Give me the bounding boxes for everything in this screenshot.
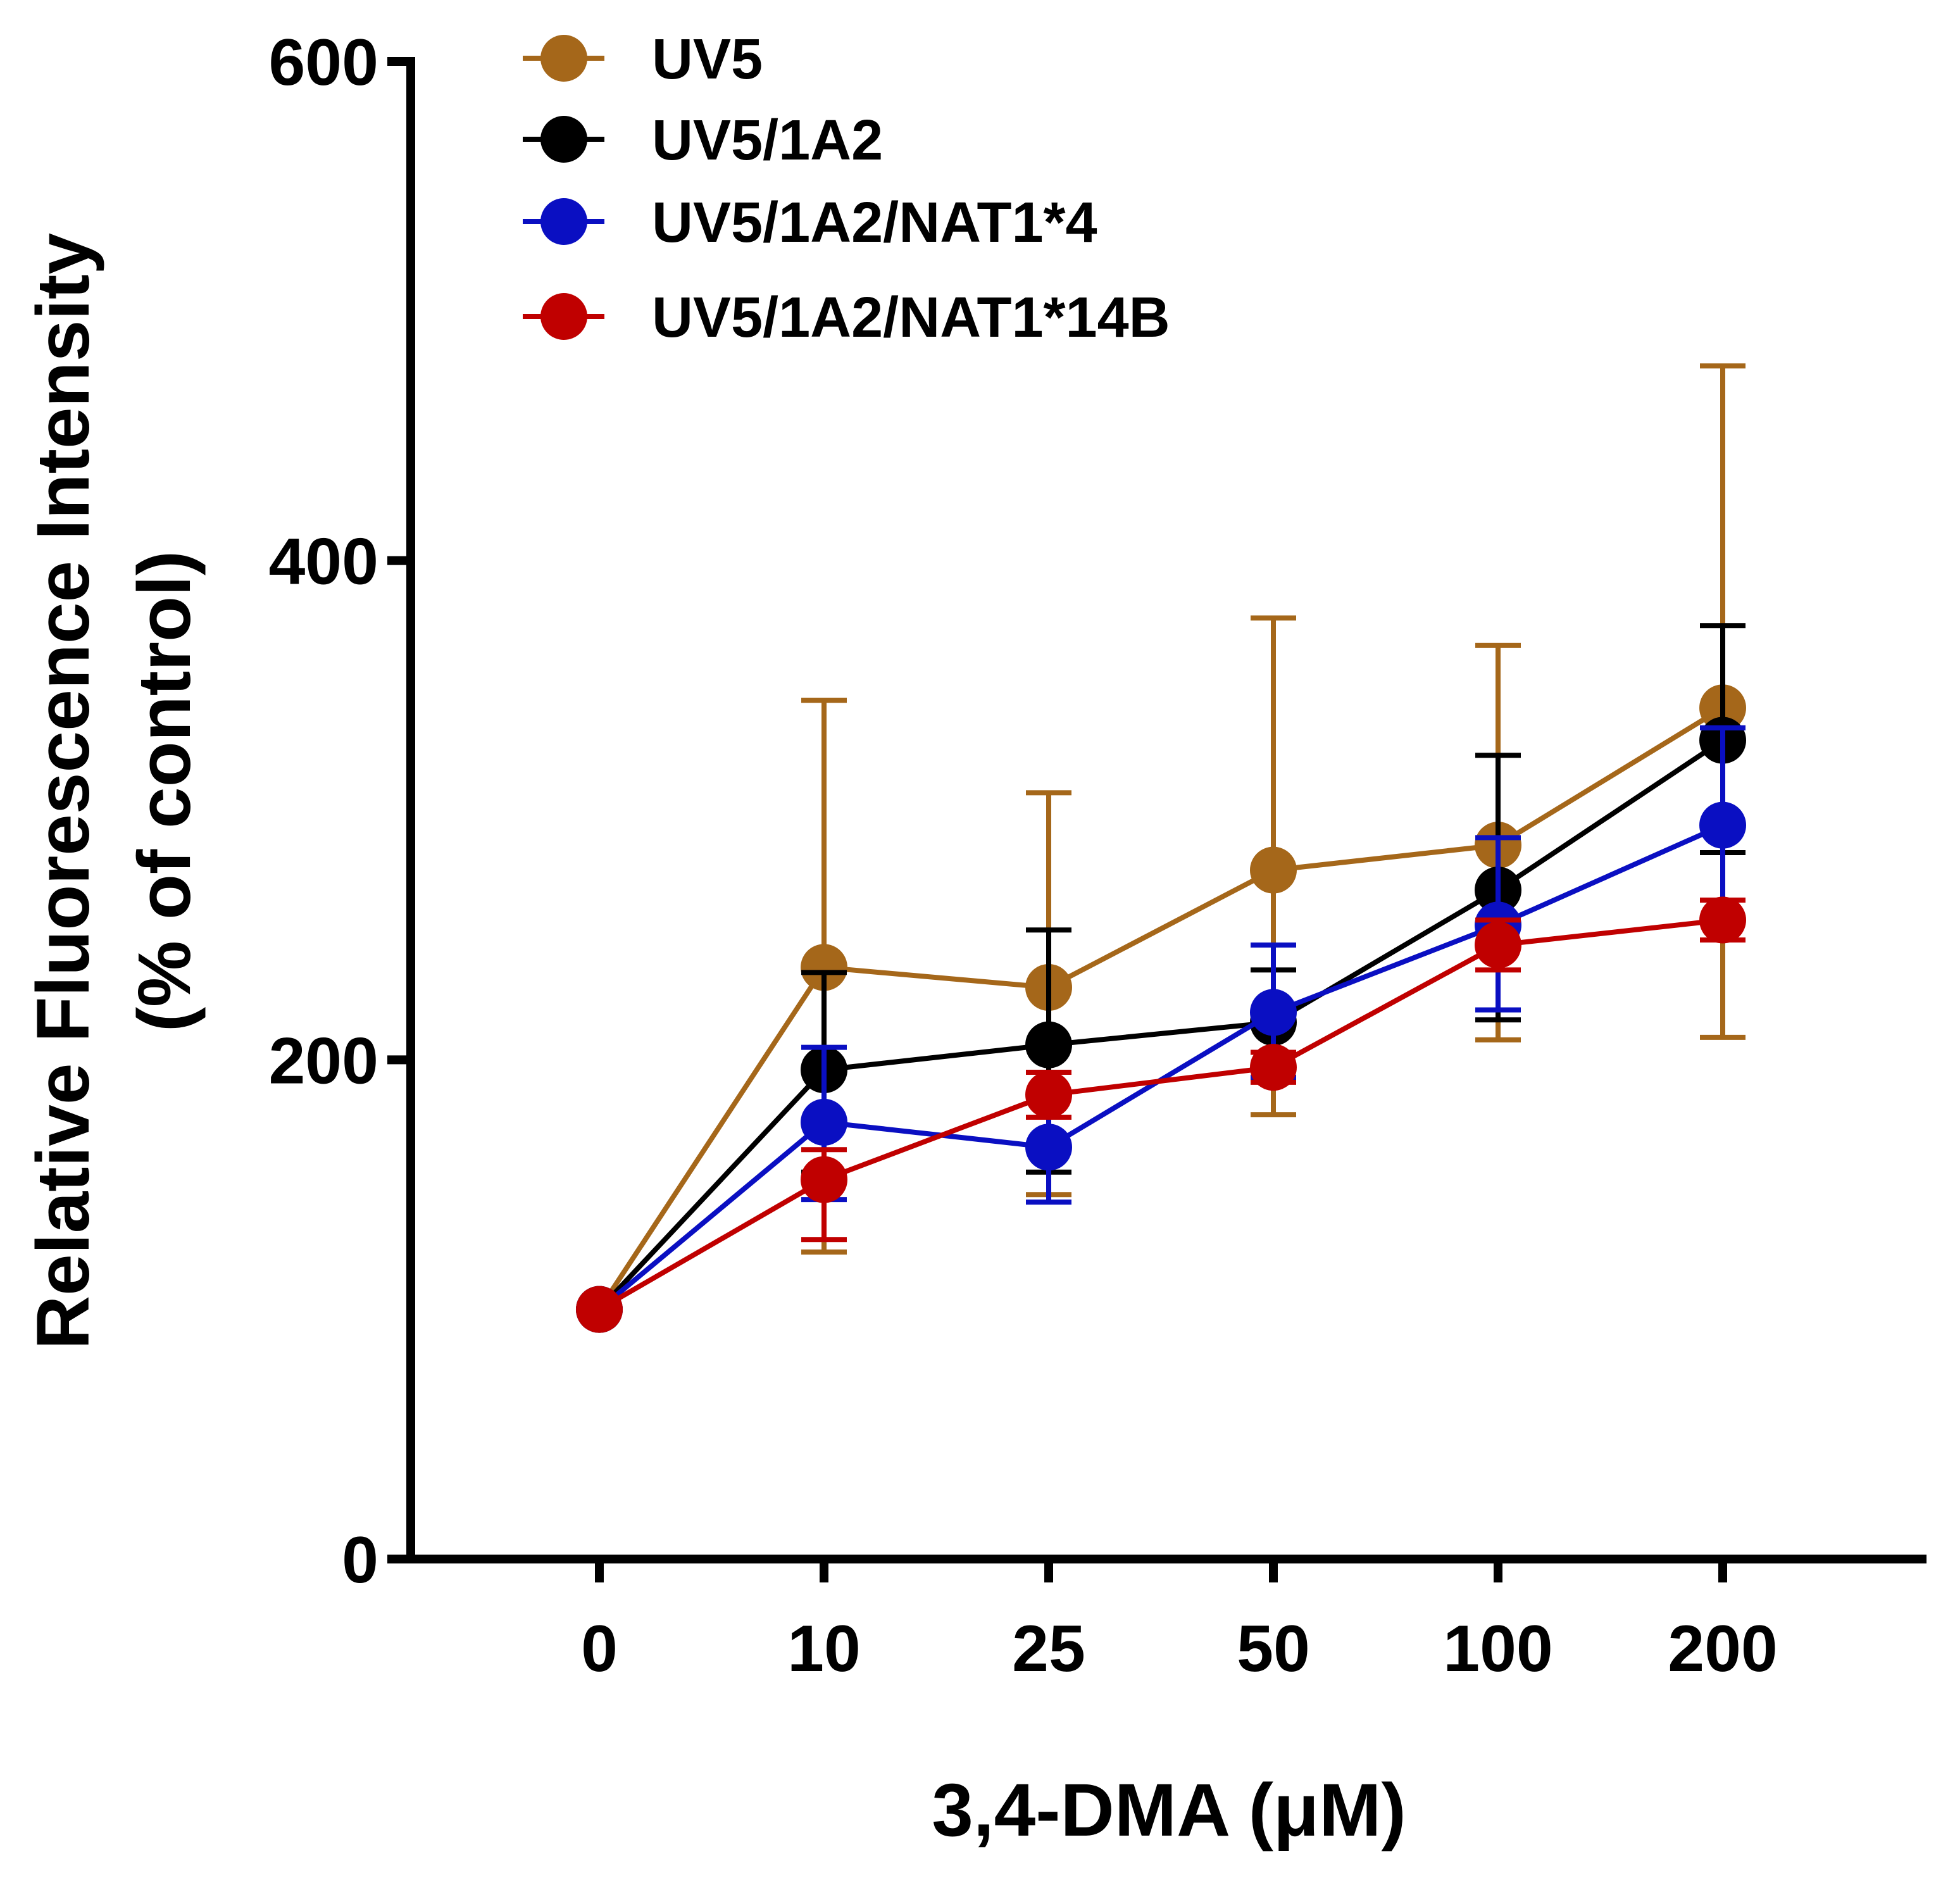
legend: UV5 UV5/1A2 UV5/1A2/NAT1*4 UV5/1A2/NAT1*14B (523, 28, 1170, 349)
legend-label: UV5/1A2/NAT1*14B (652, 286, 1170, 349)
series-0 (576, 363, 1746, 1333)
series-1 (576, 623, 1746, 1333)
y-tick-label: 600 (268, 26, 378, 99)
legend-item: UV5/1A2/NAT1*4 (523, 191, 1097, 254)
legend-item: UV5/1A2/NAT1*14B (523, 286, 1170, 349)
x-tick-label: 25 (1012, 1612, 1085, 1686)
legend-marker (540, 198, 587, 245)
y-tick-label: 400 (268, 525, 378, 599)
x-axis-ticks: 0 10 25 50 100 200 (581, 1559, 1778, 1686)
legend-item: UV5/1A2 (523, 109, 883, 172)
data-point (576, 1286, 623, 1333)
data-point (1250, 989, 1297, 1036)
y-axis-title-line2: (% of control) (123, 551, 206, 1032)
y-axis-ticks: 0 200 400 600 (268, 26, 411, 1597)
data-point (1250, 1044, 1297, 1091)
data-point (801, 1156, 847, 1203)
series-line (597, 823, 1724, 1312)
data-point (801, 944, 847, 991)
legend-label: UV5/1A2 (652, 109, 883, 172)
data-point (1699, 896, 1746, 944)
data-point (1250, 846, 1297, 894)
data-point (1025, 1124, 1072, 1171)
y-axis-title-line1: Relative Fluorescence Intensity (22, 233, 105, 1350)
x-axis-title: 3,4-DMA (μM) (932, 1769, 1406, 1852)
legend-label: UV5/1A2/NAT1*4 (652, 191, 1097, 254)
data-point (1699, 801, 1746, 849)
legend-marker (540, 116, 587, 163)
x-tick-label: 0 (581, 1612, 618, 1686)
series-3 (576, 896, 1746, 1333)
y-tick-label: 0 (342, 1524, 378, 1597)
legend-label: UV5 (652, 28, 763, 91)
data-point (1025, 1021, 1072, 1068)
series-line (597, 738, 1725, 1312)
series-line (597, 917, 1723, 1312)
data-point (1475, 921, 1521, 968)
x-tick-label: 100 (1443, 1612, 1553, 1686)
series-layer (576, 363, 1746, 1333)
data-point (1025, 1071, 1072, 1118)
x-tick-label: 50 (1237, 1612, 1310, 1686)
legend-item: UV5 (523, 28, 763, 91)
legend-marker (540, 293, 587, 340)
legend-marker (540, 35, 587, 82)
x-tick-label: 200 (1668, 1612, 1778, 1686)
x-tick-label: 10 (787, 1612, 861, 1686)
data-point (801, 1098, 847, 1146)
series-line (597, 705, 1725, 1311)
y-tick-label: 200 (268, 1024, 378, 1098)
series-2 (576, 725, 1746, 1333)
